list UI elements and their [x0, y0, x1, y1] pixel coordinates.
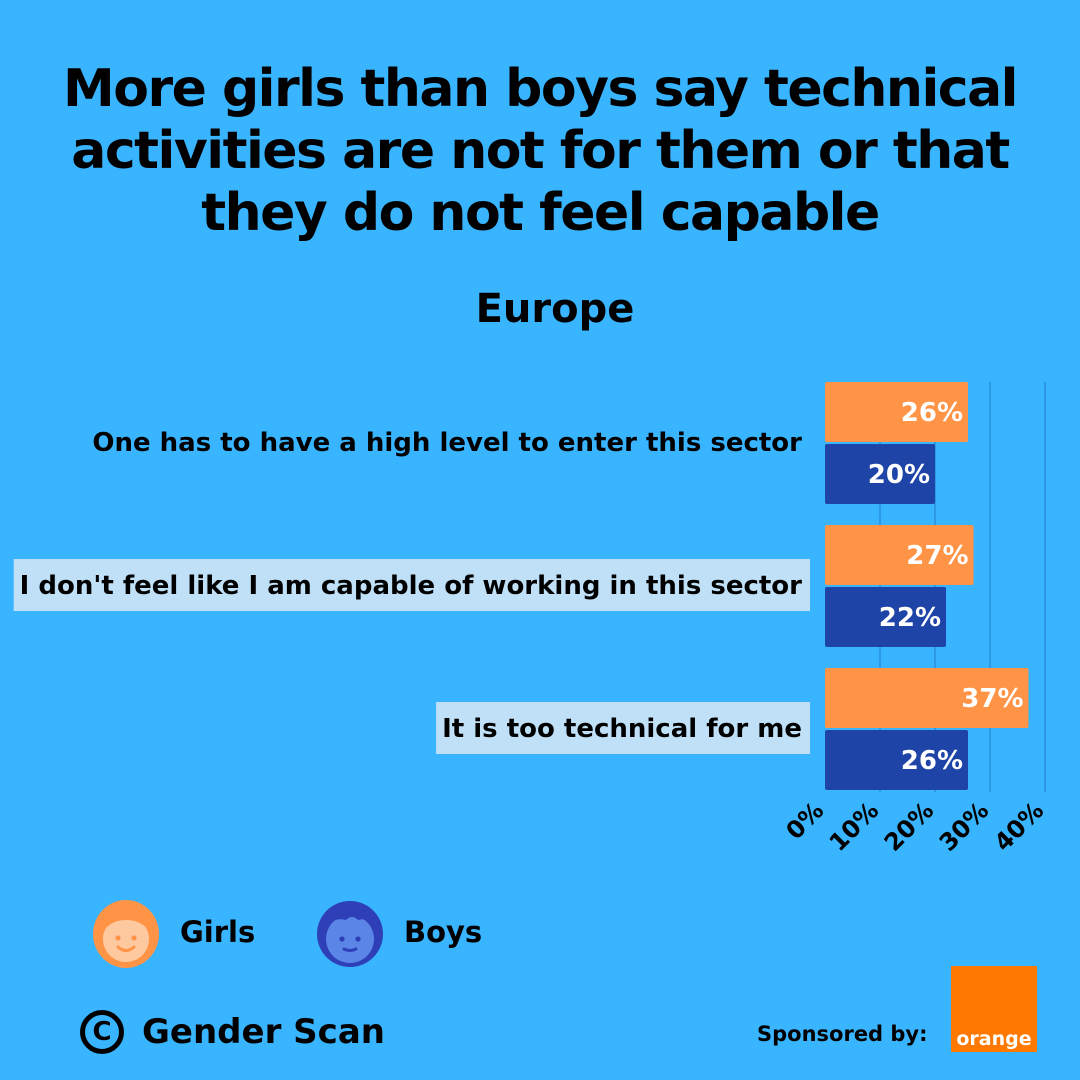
- data-label: 26%: [901, 398, 963, 428]
- bar-girls: [825, 382, 968, 442]
- x-tick-label: 0%: [781, 796, 830, 845]
- x-tick-label: 40%: [989, 796, 1049, 856]
- girl-face-icon: [93, 900, 159, 968]
- data-label: 27%: [906, 541, 968, 571]
- data-label: 20%: [868, 460, 930, 490]
- bar-girls: [825, 525, 974, 585]
- category-highlight: [13, 559, 810, 611]
- bar-boys: [825, 587, 946, 647]
- orange-logo-text: orange: [956, 1028, 1032, 1050]
- bar-boys: [825, 444, 935, 504]
- legend-label-boys: Boys: [404, 915, 483, 949]
- boy-face-icon: [317, 901, 383, 967]
- chart-subtitle: Europe: [475, 286, 635, 332]
- title-line: activities are not for them or that: [71, 121, 1010, 181]
- title-line: More girls than boys say technical: [62, 59, 1019, 119]
- orange-logo: orange: [951, 966, 1037, 1052]
- legend-boys: Boys: [312, 894, 482, 970]
- chart-title: More girls than boys say technical activ…: [0, 58, 1080, 244]
- sponsored-by-label: Sponsored by:: [757, 1022, 928, 1046]
- legend-label-girls: Girls: [180, 915, 256, 949]
- x-tick-label: 30%: [934, 796, 994, 856]
- bar-boys: [825, 730, 968, 790]
- bar-girls: [825, 668, 1029, 728]
- category-label: It is too technical for me: [442, 714, 802, 744]
- category-highlight: [436, 702, 810, 754]
- data-label: 22%: [879, 603, 941, 633]
- category-label: I don't feel like I am capable of workin…: [20, 571, 803, 601]
- legend-girls: Girls: [88, 894, 255, 970]
- copyright-icon: C: [80, 1010, 124, 1054]
- category-label: One has to have a high level to enter th…: [92, 428, 802, 458]
- bar-chart: One has to have a high level to enter th…: [13, 382, 1049, 857]
- brand-name: Gender Scan: [142, 1012, 385, 1052]
- data-label: 26%: [901, 746, 963, 776]
- x-tick-label: 20%: [879, 796, 939, 856]
- x-tick-label: 10%: [824, 796, 884, 856]
- title-line: they do not feel capable: [201, 183, 880, 243]
- data-label: 37%: [961, 684, 1023, 714]
- footer-brand: C Gender Scan: [80, 1010, 385, 1054]
